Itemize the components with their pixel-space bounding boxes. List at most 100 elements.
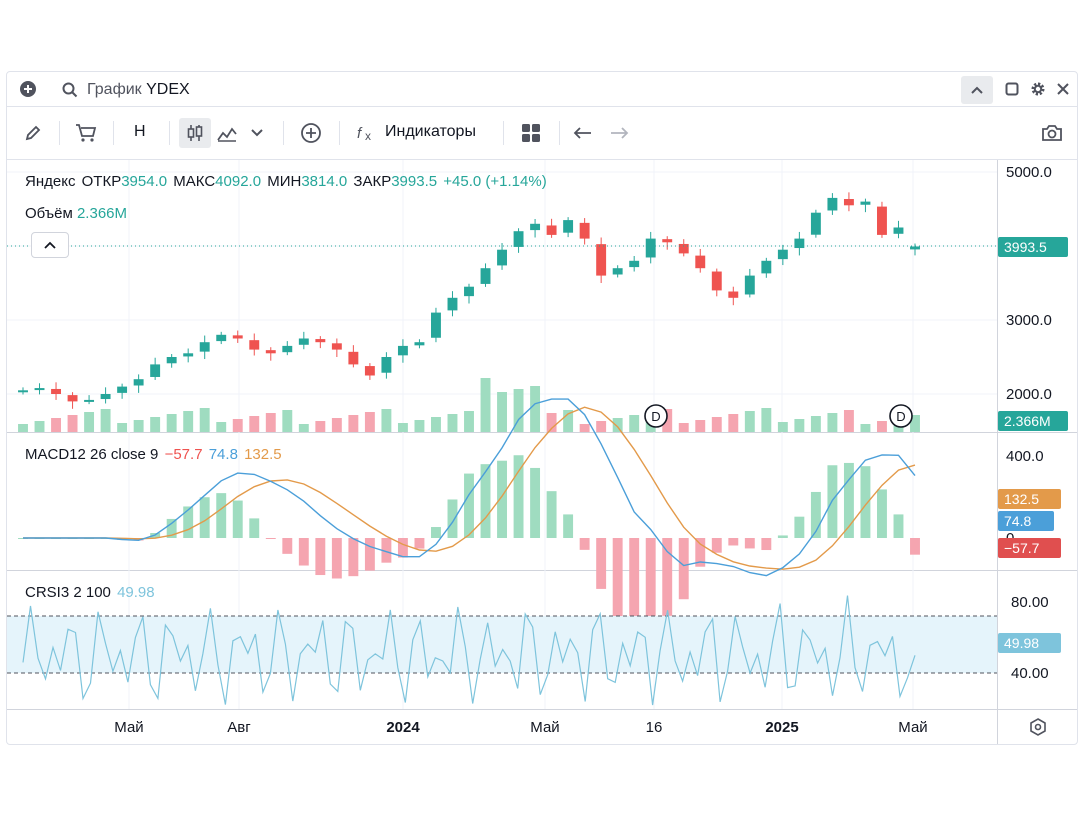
candle-body: [431, 312, 441, 338]
macd-legend: MACD12 26 close 9 −57.7 74.8 132.5: [25, 446, 282, 463]
macd-histogram-bar: [447, 499, 458, 538]
candle-body: [711, 271, 722, 291]
macd-signal-line: [23, 406, 916, 570]
candle-body: [199, 342, 210, 352]
signal-badge: 132.5: [998, 489, 1061, 509]
candle-body: [464, 286, 474, 297]
crsi-pane: [7, 595, 997, 706]
candle-body: [695, 255, 706, 269]
macd-histogram-bar: [315, 538, 326, 576]
volume-bar: [761, 408, 772, 432]
undo-icon[interactable]: [571, 121, 595, 145]
candle-body: [282, 345, 293, 353]
macd-histogram-bar: [480, 464, 491, 538]
time-tick-label: 2025: [765, 719, 798, 736]
chart-settings-icon[interactable]: [1027, 716, 1049, 738]
crsi-name: CRSI3 2 100: [25, 584, 111, 601]
candle-body: [629, 260, 640, 268]
chart-widget: График YDEX H: [6, 71, 1078, 745]
add-circle-icon[interactable]: [17, 79, 39, 99]
candle-body: [530, 223, 541, 231]
volume-bar: [364, 412, 375, 432]
ohlc-legend: Яндекс ОТКР3954.0 МАКС4092.0 МИН3814.0 З…: [25, 173, 547, 190]
indicators-button[interactable]: Индикаторы: [385, 123, 476, 140]
interval-button[interactable]: H: [134, 123, 146, 140]
volume-bar: [827, 413, 838, 432]
hist-badge: −57.7: [998, 538, 1061, 558]
macd-histogram-bar: [431, 527, 441, 538]
volume-bar: [497, 392, 507, 432]
volume-bar: [381, 409, 392, 432]
candle-body: [331, 343, 342, 350]
volume-value: 2.366M: [76, 205, 128, 222]
close-icon[interactable]: [1054, 80, 1072, 98]
svg-text:f: f: [357, 125, 363, 142]
maximize-icon[interactable]: [1003, 80, 1021, 98]
macd-histogram-bar: [877, 489, 887, 538]
low-value: 3814.0: [301, 173, 348, 190]
candle-body: [910, 246, 920, 250]
macd-histogram-bar: [546, 491, 557, 538]
volume-bar: [678, 423, 689, 432]
chevron-down-icon[interactable]: [247, 121, 267, 145]
candle-body: [51, 388, 61, 394]
candle-body: [877, 206, 887, 235]
macd-histogram-bar: [530, 467, 541, 538]
search-icon[interactable]: [59, 80, 81, 100]
dividend-marker-icon[interactable]: D: [644, 404, 668, 428]
candle-body: [18, 390, 28, 393]
redo-icon[interactable]: [607, 121, 631, 145]
candle-body: [265, 350, 276, 354]
crsi-value: 49.98: [117, 584, 155, 601]
volume-bar: [728, 414, 739, 432]
open-label: ОТКР: [81, 173, 122, 190]
compare-plus-icon[interactable]: [299, 121, 323, 145]
macd-histogram-bar: [893, 514, 904, 538]
chart-title[interactable]: График YDEX: [87, 81, 190, 99]
volume-bar: [232, 419, 243, 432]
cart-icon[interactable]: [73, 121, 99, 145]
macd-histogram-bar: [249, 518, 260, 538]
macd-histogram-bar: [728, 538, 739, 546]
area-chart-icon[interactable]: [215, 121, 239, 145]
volume-bar: [51, 418, 61, 432]
candle-body: [100, 394, 111, 400]
macd-histogram-bar: [695, 538, 706, 567]
title-bar: График YDEX: [7, 72, 1077, 107]
gear-icon[interactable]: [1029, 80, 1047, 98]
macd-histogram-bar: [777, 535, 788, 538]
macd-histogram-bar: [662, 538, 673, 616]
legend-collapse-button[interactable]: [31, 232, 69, 258]
volume-bar: [579, 424, 590, 432]
time-tick-label: Май: [898, 719, 927, 736]
candle-body: [843, 199, 854, 206]
macd-histogram-bar: [232, 500, 243, 538]
time-axis: Май Авг 2024 Май 16 2025 Май: [114, 719, 927, 736]
candles-icon[interactable]: [179, 118, 211, 148]
layout-grid-icon[interactable]: [519, 121, 543, 145]
time-tick-label: Май: [114, 719, 143, 736]
high-value: 4092.0: [215, 173, 262, 190]
macd-histogram-bar: [629, 538, 640, 639]
macd-histogram-bar: [199, 497, 210, 538]
macd-pane: [18, 398, 920, 639]
time-tick-label: 16: [646, 719, 663, 736]
macd-histogram-bar: [497, 460, 507, 538]
candle-body: [381, 357, 392, 373]
volume-bar: [910, 415, 920, 432]
dividend-marker-icon[interactable]: D: [889, 404, 913, 428]
volume-bar: [629, 415, 640, 432]
camera-icon[interactable]: [1039, 121, 1065, 145]
candle-body: [761, 260, 772, 274]
volume-bar: [447, 414, 458, 432]
collapse-button[interactable]: [961, 76, 993, 104]
candle-body: [563, 220, 574, 233]
pencil-icon[interactable]: [21, 121, 45, 145]
volume-bar: [431, 417, 441, 432]
open-value: 3954.0: [121, 173, 168, 190]
candle-body: [117, 386, 128, 393]
macd-line-value: 74.8: [208, 446, 238, 463]
